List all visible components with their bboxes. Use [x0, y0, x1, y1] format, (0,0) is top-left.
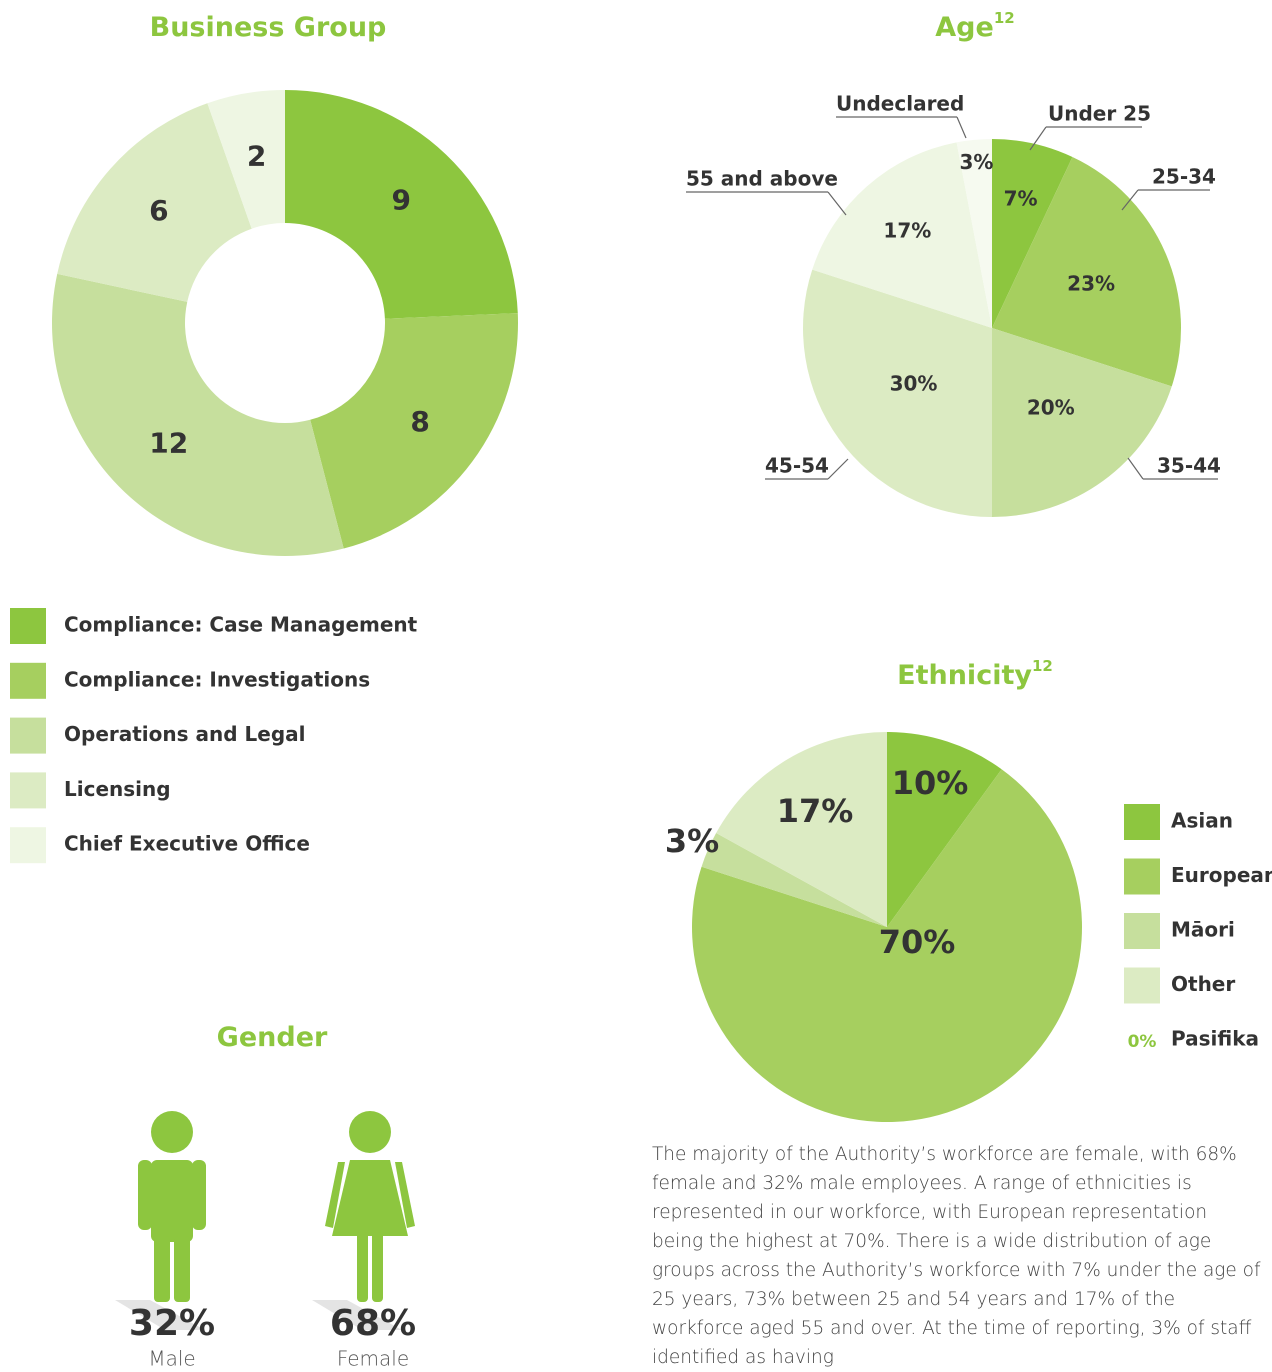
legend-label: Other [1171, 972, 1235, 996]
chart-title: Business Group [150, 12, 387, 43]
slice [207, 90, 285, 229]
data-label: 6 [149, 194, 168, 227]
paragraph: The majority of the Authority’s workforc… [652, 1144, 1261, 1368]
category-label: Male [148, 1347, 195, 1371]
slice [692, 769, 1082, 1123]
legend-value: 0% [1128, 1032, 1157, 1052]
data-label: 23% [1067, 272, 1115, 296]
legend-swatch [1124, 913, 1160, 949]
male-icon [138, 1111, 206, 1302]
data-label: 20% [1027, 395, 1075, 419]
legend-label: Compliance: Case Management [64, 613, 418, 637]
title-text: Business Group [150, 12, 387, 43]
slice [52, 273, 344, 556]
legend-swatch [10, 717, 46, 754]
callout-label: 35-44 [1157, 454, 1221, 478]
callout-label: Undeclared [836, 92, 964, 116]
value-label: 32% [129, 1303, 215, 1344]
leader-line [827, 191, 847, 216]
legend-label: Chief Executive Office [64, 832, 310, 856]
data-label: 2 [247, 139, 266, 172]
leader-line [827, 458, 849, 480]
slice [285, 90, 518, 319]
legend-label: Māori [1171, 918, 1235, 942]
legend-label: Asian [1171, 809, 1233, 833]
slice [57, 103, 252, 302]
callout-label: 45-54 [765, 454, 829, 478]
gender-icons [115, 1111, 415, 1330]
data-label: 3% [959, 150, 993, 174]
slice [310, 313, 518, 549]
title-superscript: 12 [994, 9, 1015, 27]
shadow [115, 1300, 205, 1330]
legend-swatch [10, 662, 46, 699]
legend-label: Pasifika [1171, 1027, 1259, 1051]
data-label: 30% [890, 372, 938, 396]
data-label: 3% [665, 822, 719, 860]
chart-title: Gender [217, 1022, 328, 1053]
slice [802, 269, 992, 517]
slice [887, 732, 1002, 927]
leader-line [956, 116, 967, 139]
callout-label: 55 and above [686, 167, 838, 191]
data-label: 17% [883, 218, 931, 242]
legend-swatch [10, 608, 46, 644]
legend-swatch [1124, 967, 1160, 1004]
data-label: 8 [410, 405, 429, 438]
title-text: Ethnicity [897, 660, 1032, 691]
shadow [312, 1300, 402, 1330]
callout-label: Under 25 [1048, 102, 1151, 126]
legend-swatch [1124, 858, 1160, 895]
legend-label: European [1171, 863, 1272, 887]
slice [992, 139, 1073, 328]
slice [701, 833, 887, 927]
chart-title: Ethnicity12 [897, 657, 1053, 691]
slice [812, 142, 992, 328]
leader-line [1029, 126, 1047, 151]
data-label: 12 [149, 426, 188, 459]
female-icon [325, 1111, 415, 1302]
slice [716, 732, 887, 927]
slice [956, 139, 992, 328]
data-label: 9 [392, 184, 411, 217]
leader-line [1121, 189, 1139, 211]
leader-line [1127, 457, 1144, 480]
slice [992, 328, 1172, 517]
value-label: 68% [330, 1303, 416, 1344]
legend-label: Licensing [64, 777, 171, 801]
data-label: 7% [1004, 187, 1038, 211]
slice [992, 156, 1181, 387]
legend-label: Compliance: Investigations [64, 667, 370, 691]
legend-label: Operations and Legal [64, 722, 306, 746]
category-label: Female [337, 1347, 409, 1371]
title-text: Gender [217, 1022, 328, 1053]
data-label: 17% [777, 792, 854, 830]
legend-swatch [1124, 804, 1160, 840]
data-label: 10% [892, 764, 969, 802]
chart-title: Age12 [935, 9, 1014, 43]
data-label: 70% [879, 923, 956, 961]
legend-swatch [10, 827, 46, 864]
callout-label: 25-34 [1152, 165, 1216, 189]
legend-swatch [10, 772, 46, 809]
title-superscript: 12 [1032, 657, 1053, 675]
title-text: Age [935, 12, 994, 43]
